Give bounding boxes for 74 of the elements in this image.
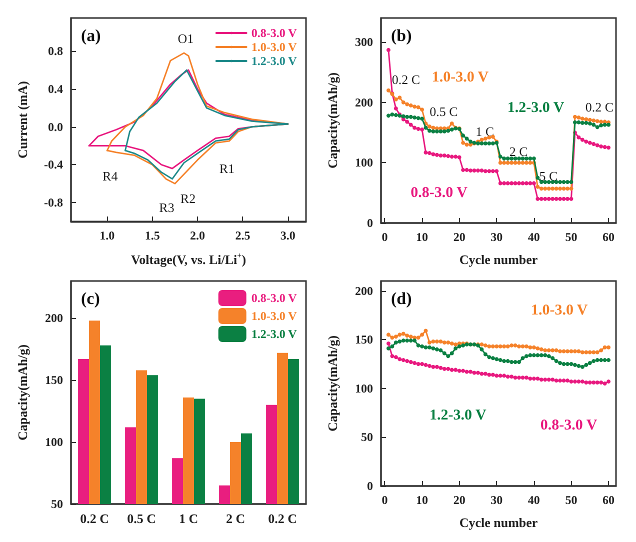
x-tick-label: 0.5 C: [127, 511, 156, 526]
y-axis-title: Capacity(mAh/g): [15, 344, 30, 441]
y-tick-label: 0: [367, 216, 373, 230]
x-tick-label: 1 C: [178, 511, 198, 526]
y-axis-title: Capacity(mAh/g): [325, 335, 340, 432]
x-tick-label: 1.0: [100, 228, 115, 242]
chart-title: (a): [81, 26, 101, 45]
y-tick-label: -0.4: [44, 158, 63, 172]
legend-label: 0.8-3.0 V: [251, 26, 298, 40]
y-tick-label: 200: [355, 284, 373, 298]
text: 1.2-3.0 V: [429, 408, 486, 424]
x-tick-label: 20: [453, 493, 466, 507]
y-tick-label: -0.8: [44, 196, 63, 210]
x-tick-label: 60: [602, 230, 615, 244]
y-tick-label: 150: [355, 332, 373, 347]
x-tick-label: 20: [453, 230, 466, 244]
y-tick-label: 200: [45, 311, 63, 326]
legend-label: 1.2-3.0 V: [251, 327, 298, 341]
x-tick-label: 2.0: [190, 228, 206, 242]
x-tick-label: 30: [490, 493, 503, 507]
annotation: 5 C: [539, 168, 558, 184]
x-axis-title: Voltage(V, vs. Li/Li+): [130, 251, 246, 267]
series-label: 1.2-3.0 V: [507, 100, 564, 116]
y-tick-label: 100: [355, 381, 373, 396]
y-tick-label: 150: [45, 373, 63, 388]
y-tick-label: 50: [361, 430, 373, 444]
annotation: R1: [219, 161, 235, 176]
x-tick-label: 0.2 C: [80, 511, 109, 526]
annotation: 2 C: [509, 144, 528, 159]
x-tick-label: 10: [416, 230, 428, 244]
annotation: R4: [102, 168, 118, 184]
x-tick-label: 50: [565, 493, 578, 507]
annotation: 0.2 C: [585, 100, 614, 115]
x-tick-label: 0: [382, 230, 388, 244]
x-tick-label: 60: [602, 493, 615, 507]
x-tick-label: 40: [528, 230, 540, 244]
x-tick-label: 40: [528, 493, 540, 507]
text: (b): [391, 26, 412, 45]
x-tick-label: 50: [565, 230, 578, 244]
x-tick-label: 2.5: [235, 228, 250, 242]
x-tick-label: 3.0: [280, 228, 296, 242]
series-label: 0.8-3.0 V: [410, 184, 468, 201]
text: (c): [81, 289, 100, 308]
text: 0.8-3.0 V: [540, 418, 598, 434]
legend-label: 1.0-3.0 V: [251, 40, 298, 54]
y-tick-label: 300: [355, 35, 373, 50]
y-tick-label: 100: [355, 156, 373, 170]
series-label: 1.0-3.0 V: [530, 302, 588, 318]
legend-label: 1.2-3.0 V: [251, 54, 298, 68]
y-tick-label: 0.0: [48, 120, 63, 134]
y-tick-label: 0.4: [48, 82, 63, 96]
legend-label: 0.8-3.0 V: [251, 291, 298, 305]
y-tick-label: 0.8: [48, 44, 63, 58]
text: (d): [391, 289, 412, 308]
x-tick-label: 10: [416, 493, 428, 507]
y-tick-label: 0: [367, 479, 373, 493]
annotation: O1: [178, 31, 194, 46]
x-tick-label: 0: [382, 493, 388, 507]
legend-label: 1.0-3.0 V: [251, 309, 298, 323]
annotation: 0.2 C: [392, 72, 420, 87]
annotation: R2: [180, 190, 196, 206]
x-tick-label: 0.2 C: [268, 511, 297, 526]
annotation: 0.5 C: [430, 104, 458, 119]
x-tick-label: 2 C: [226, 511, 246, 526]
series-label: 1.0-3.0 V: [432, 69, 489, 86]
x-axis-title: Cycle number: [459, 515, 538, 530]
y-axis-title: Capacity(mAh/g): [325, 72, 340, 169]
y-tick-label: 200: [355, 95, 373, 110]
y-axis-title: Current (mA): [15, 81, 30, 158]
x-tick-label: 1.5: [144, 228, 160, 242]
x-axis-title: Cycle number: [459, 252, 538, 267]
x-tick-label: 30: [490, 230, 503, 244]
y-tick-label: 100: [45, 435, 63, 450]
annotation: R3: [159, 200, 174, 216]
